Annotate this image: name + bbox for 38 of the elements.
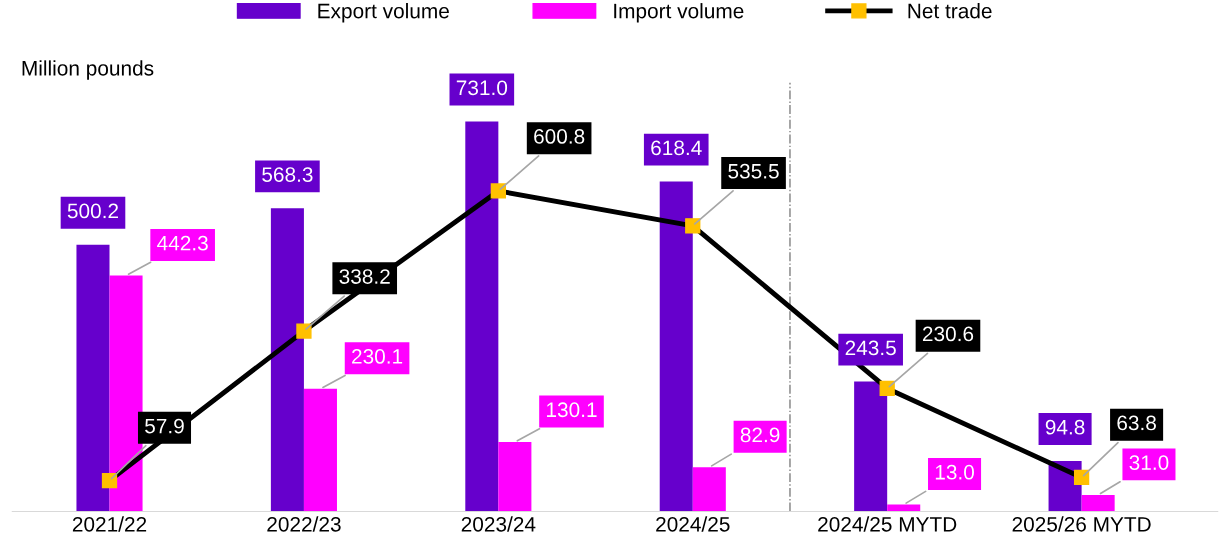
data-label: 243.5 (845, 340, 896, 356)
x-tick-label: 2024/25 MYTD (818, 516, 957, 532)
legend-label: Net trade (908, 3, 992, 19)
data-label: 94.8 (1045, 419, 1085, 435)
data-label: 338.2 (339, 269, 390, 284)
data-label: 535.5 (728, 163, 779, 179)
data-label: 600.8 (534, 129, 585, 144)
y-axis-title: Million pounds (22, 60, 154, 80)
data-label: 82.9 (740, 427, 780, 443)
bar (692, 467, 726, 512)
data-label: 568.3 (262, 167, 313, 182)
data-label: 618.4 (651, 140, 702, 156)
data-label: 230.1 (352, 349, 403, 364)
bar (303, 388, 337, 512)
data-label: 13.0 (935, 464, 974, 480)
x-tick-label: 2021/22 (72, 516, 147, 532)
bar (76, 244, 110, 512)
legend-label: Export volume (318, 3, 449, 23)
bar (854, 381, 888, 512)
data-label: 230.6 (922, 326, 974, 342)
data-label: 130.1 (547, 402, 597, 418)
data-label: 500.2 (67, 203, 119, 219)
bar (659, 181, 693, 512)
x-tick-label: 2025/26 MYTD (1012, 516, 1151, 532)
data-label: 442.3 (157, 235, 208, 251)
legend-label: Import volume (614, 3, 744, 23)
data-label: 63.8 (1117, 415, 1156, 431)
x-tick-label: 2024/25 (656, 516, 730, 532)
data-label: 57.9 (145, 418, 184, 434)
x-tick-label: 2022/23 (267, 516, 341, 532)
x-tick-label: 2023/24 (461, 516, 536, 532)
bar (465, 121, 499, 512)
data-label: 731.0 (456, 80, 508, 96)
bar (1081, 494, 1115, 512)
bar (498, 442, 532, 512)
bar (270, 208, 304, 512)
bar (109, 275, 143, 512)
data-label: 31.0 (1129, 455, 1169, 470)
